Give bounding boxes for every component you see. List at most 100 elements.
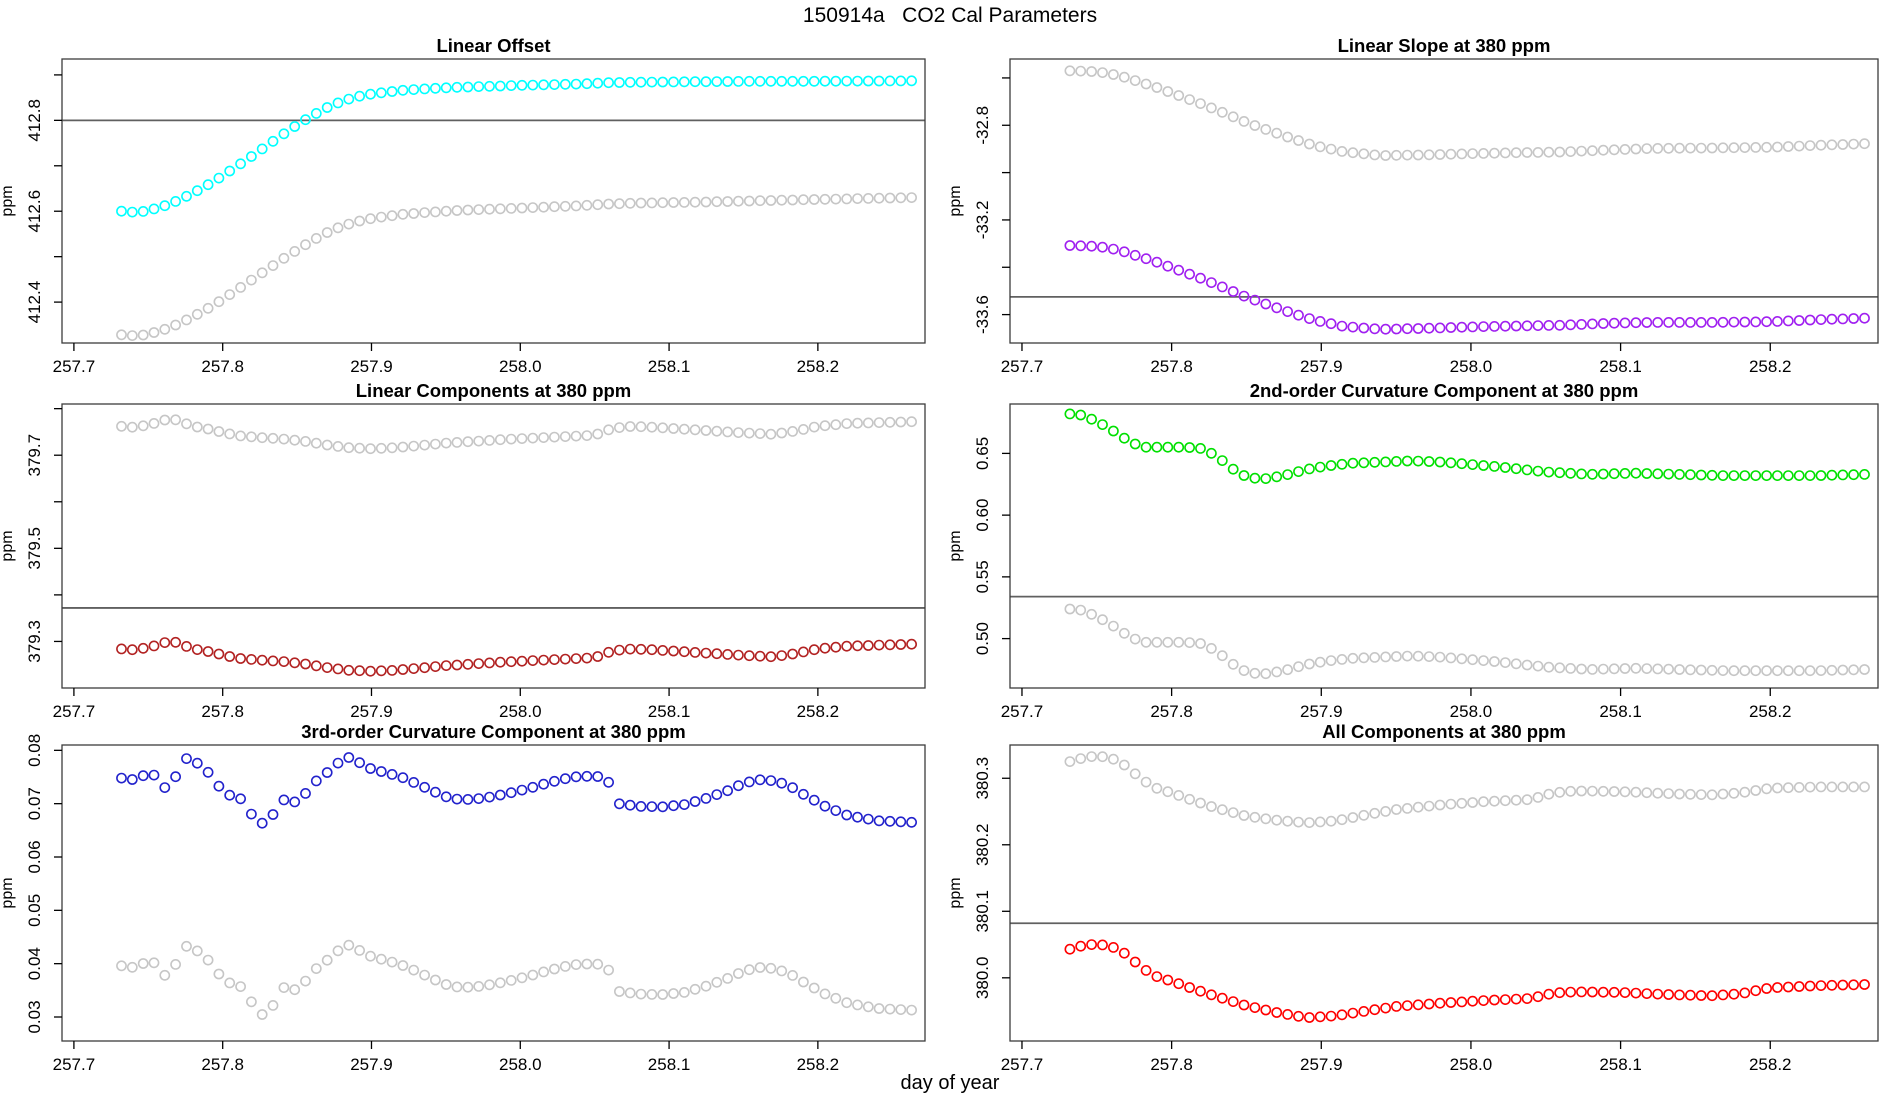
data-point [267,1000,279,1011]
data-point [895,416,907,428]
data-point [776,965,788,977]
data-point [1369,807,1381,819]
data-point [1282,306,1293,317]
data-point [1793,782,1805,793]
data-point [137,329,149,341]
data-point [1826,469,1838,481]
series-primary-points [116,75,917,218]
data-point [473,435,485,447]
data-point [592,651,604,662]
data-point [332,663,344,675]
data-point [1380,456,1391,468]
data-point [494,434,506,446]
data-point [310,660,322,672]
data-point [1652,142,1664,154]
data-point [213,172,225,184]
data-point [798,194,809,206]
data-point [429,661,441,672]
data-point [1151,636,1163,648]
data-point [549,775,560,787]
data-point [559,961,571,972]
data-point [1423,800,1435,812]
data-point [1467,321,1478,333]
panel-border [1009,403,1879,689]
data-point [462,81,474,93]
data-point [700,980,712,992]
data-point [624,76,636,88]
data-point [289,121,301,132]
data-point [754,962,766,973]
data-point [1554,146,1566,158]
data-point [1314,141,1326,153]
x-tick-label: 257.7 [53,702,96,721]
x-tick-label: 258.1 [648,702,691,721]
data-point [516,79,528,91]
data-point [332,222,344,234]
data-point [678,423,690,435]
data-point [1619,786,1631,798]
data-point [148,957,160,969]
y-tick-label: 0.60 [973,499,992,532]
data-point [787,970,798,981]
data-point [1652,468,1664,480]
data-point [1499,462,1511,473]
data-point [884,75,896,87]
data-point [494,977,506,989]
data-point [668,197,679,208]
data-point [170,319,181,331]
data-point [527,969,539,981]
data-point [1772,470,1783,481]
y-tick-label: 379.7 [25,434,44,477]
data-point [1445,652,1457,664]
data-point [603,964,614,976]
data-point [181,418,192,430]
data-point [267,432,279,444]
x-tick-label: 257.7 [1001,1055,1044,1074]
data-point [733,195,744,207]
data-point [1739,470,1751,481]
data-point [1140,253,1152,265]
data-point [1630,143,1642,155]
data-point [397,772,409,784]
data-point [1097,939,1108,951]
data-point [1597,663,1609,675]
data-point [1434,799,1446,811]
data-point [1739,987,1751,999]
data-point [1804,140,1816,151]
data-point [1859,664,1870,675]
data-point [1565,146,1576,157]
data-point [798,75,809,87]
data-point [1793,981,1805,992]
data-point [1227,996,1239,1007]
data-point [1206,447,1217,459]
data-point [1663,989,1674,1000]
y-tick-label: -32.8 [973,106,992,145]
data-point [429,82,441,94]
data-point [1815,980,1827,991]
data-point [267,809,279,820]
data-point [592,958,604,970]
data-point [1216,650,1228,662]
data-point [570,200,582,212]
data-point [1750,665,1762,677]
data-point [668,988,679,999]
data-point [1706,316,1718,328]
data-point [624,799,636,811]
data-point [819,642,831,654]
data-point [1456,458,1468,470]
data-point [484,657,495,669]
data-point [884,1003,896,1015]
data-point [1249,120,1261,131]
data-point [1325,655,1337,666]
data-point [484,791,495,803]
data-point [191,421,203,433]
data-point [202,954,214,966]
data-point [700,793,712,804]
data-point [1706,789,1718,801]
data-point [224,428,236,440]
data-point [1304,1012,1315,1023]
data-point [1652,988,1664,1000]
y-axis-label: ppm [0,877,16,908]
data-point [1325,318,1337,330]
data-point [170,414,181,426]
